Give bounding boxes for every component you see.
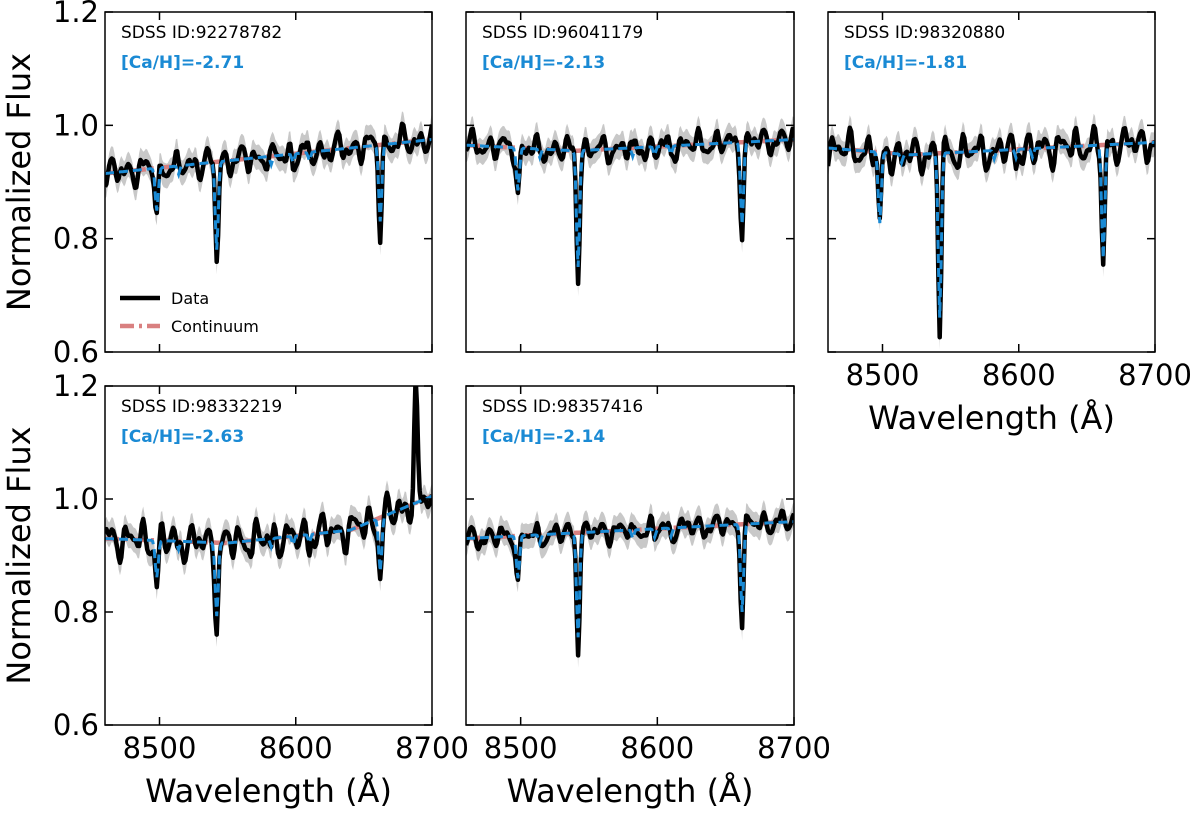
- ca-h-label: [Ca/H]=-2.71: [121, 53, 244, 73]
- panel-frame: [465, 11, 795, 353]
- sdss-id-label: SDSS ID:98320880: [844, 23, 1005, 43]
- x-axis-label: Wavelength (Å): [507, 772, 754, 810]
- plot-area: [466, 115, 794, 297]
- ca-h-label: [Ca/H]=-2.14: [482, 427, 605, 447]
- y-tick-label: 0.8: [53, 222, 99, 256]
- sdss-id-label: SDSS ID:98332219: [121, 397, 282, 417]
- panel-frame: [465, 385, 795, 726]
- data-line: [828, 123, 1155, 340]
- y-tick-label: 1.0: [53, 108, 99, 142]
- legend-data-label: Data: [171, 289, 209, 308]
- y-tick-label: 0.8: [53, 595, 99, 629]
- ca-h-label: [Ca/H]=-2.63: [121, 427, 244, 447]
- x-tick-label: 8700: [395, 731, 469, 765]
- legend: Data Continuum: [120, 289, 259, 336]
- y-tick-label: 0.6: [53, 708, 99, 742]
- y-tick-label: 1.0: [53, 482, 99, 516]
- error-band: [466, 115, 794, 297]
- ca-h-label: [Ca/H]=-1.81: [844, 53, 967, 73]
- plot-area: [105, 111, 432, 275]
- panel-frame: [827, 11, 1156, 353]
- x-tick-label: 8700: [757, 731, 831, 765]
- plot-area: [105, 386, 432, 647]
- sdss-id-label: SDSS ID:98357416: [482, 397, 643, 417]
- x-tick-label: 8600: [259, 731, 333, 765]
- sdss-id-label: SDSS ID:92278782: [121, 23, 282, 43]
- spectrum-panel: 8500 8600 8700 SDSS ID:98320880 [Ca/H]=-1.81…: [827, 11, 1192, 437]
- panel-frame: [104, 11, 433, 353]
- model-line: [105, 138, 432, 250]
- y-tick-label: 1.2: [53, 369, 99, 403]
- x-axis-label: Wavelength (Å): [868, 399, 1115, 437]
- sdss-id-label: SDSS ID:96041179: [482, 23, 643, 43]
- model-line: [466, 138, 794, 267]
- y-tick-label: 0.6: [53, 335, 99, 369]
- spectrum-panel: 8500 8600 8700 SDSS ID:98357416 [Ca/H]=-2.14…: [465, 385, 831, 810]
- panel-frame: [104, 385, 433, 726]
- plot-area: [828, 113, 1155, 350]
- x-axis-label: Wavelength (Å): [145, 772, 392, 810]
- y-tick-label: 1.2: [53, 0, 99, 29]
- x-tick-label: 8500: [123, 731, 197, 765]
- y-axis-label: Normalized Flux: [0, 53, 38, 311]
- plot-area: [466, 498, 794, 668]
- x-tick-label: 8500: [484, 731, 558, 765]
- y-axis-label: Normalized Flux: [0, 426, 38, 684]
- x-tick-label: 8600: [620, 731, 694, 765]
- spectrum-panel: SDSS ID:96041179 [Ca/H]=-2.13: [465, 11, 795, 353]
- x-tick-label: 8500: [846, 358, 920, 392]
- ca-h-label: [Ca/H]=-2.13: [482, 53, 605, 73]
- spectrum-panel: 0.6 0.8 1.0 1.2 SDSS ID:92278782 [Ca/H]=-2.71…: [0, 0, 433, 369]
- x-tick-label: 8700: [1118, 358, 1192, 392]
- model-line: [466, 520, 794, 638]
- legend-continuum-label: Continuum: [171, 317, 259, 336]
- model-line: [828, 140, 1155, 318]
- x-tick-label: 8600: [982, 358, 1056, 392]
- spectrum-panel: 8500 8600 8700 0.6 0.8 1.0 1.2 SDSS ID:98332219…: [0, 369, 469, 810]
- error-band: [828, 113, 1155, 350]
- model-line: [105, 494, 432, 617]
